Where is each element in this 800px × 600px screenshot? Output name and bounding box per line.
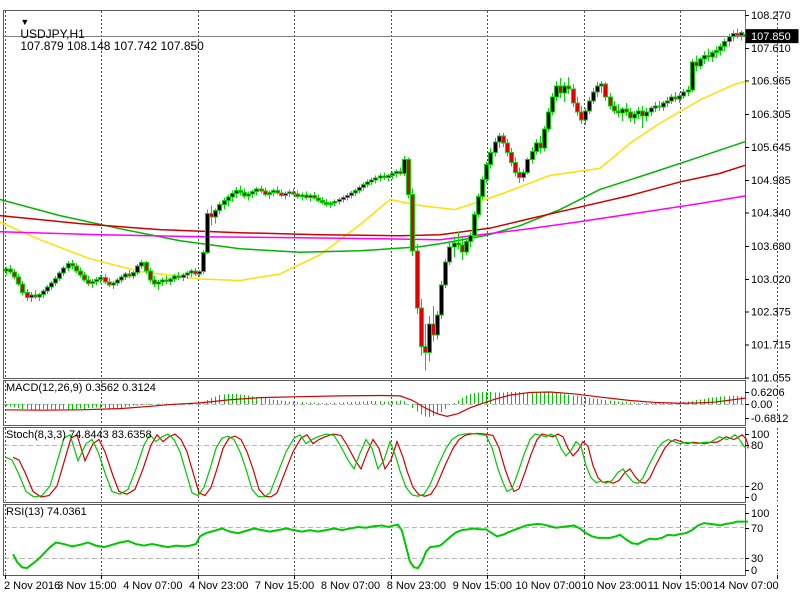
time-axis-label: 2 Nov 2016 [4,580,60,592]
rsi-indicator-label: RSI(13) 74.0361 [6,506,87,518]
vertical-gridlines [5,11,778,574]
indicator-level-lines [4,404,744,559]
time-axis-label: 8 Nov 23:00 [387,580,446,592]
time-axis-label: 4 Nov 23:00 [189,580,248,592]
panel-frames [3,10,746,576]
rsi-axis-label: 70 [751,523,763,535]
stoch-axis-label: 100 [751,429,769,441]
macd-layer [5,391,747,418]
price-axis-label: 104.340 [751,208,791,220]
price-axis-label: 106.965 [751,76,791,88]
stochastic-layer [5,432,749,498]
ma-line-green [0,140,746,254]
symbol-timeframe-label: USDJPY,H1 [20,27,85,41]
time-axis-label: 9 Nov 15:00 [453,580,512,592]
ma-line-magenta [0,195,746,241]
price-axis-label: 104.985 [751,175,791,187]
rsi-axis-label: 0 [751,565,757,577]
time-axis-label: 14 Nov 07:00 [713,580,778,592]
rsi-axis-label: 100 [751,508,769,520]
price-axis: 108.270 107.610 106.965 106.305 105.645 104.9… [745,10,799,577]
stoch-d-line [12,432,749,498]
current-price-tag [745,29,799,44]
rsi-line [12,520,748,570]
time-axis-label: 3 Nov 15:00 [57,580,116,592]
time-axis-label: 10 Nov 07:00 [515,580,580,592]
chart-title: ▼ USDJPY,H1 107.879 108.148 107.742 107.… [7,4,204,64]
time-axis-label: 7 Nov 15:00 [255,580,314,592]
price-axis-label: 103.020 [751,274,791,286]
symbol-dropdown-icon[interactable]: ▼ [20,17,30,27]
price-axis-label: 102.375 [751,306,791,318]
price-axis-label: 101.715 [751,340,791,352]
macd-signal-line [5,391,747,417]
stoch-axis-label: 20 [751,481,763,493]
time-axis-label: 11 Nov 15:00 [648,580,713,592]
macd-axis-label: -0.6812 [751,413,788,425]
svg-text:107.850: 107.850 [751,31,791,43]
stoch-axis-label: 0 [751,492,757,504]
price-axis-label: 106.305 [751,109,791,121]
macd-axis-label: 0.00 [751,399,772,411]
price-axis-label: 101.055 [751,373,791,385]
time-axis-label: 10 Nov 23:00 [581,580,646,592]
ohlc-values: 107.879 108.148 107.742 107.850 [20,39,204,53]
stoch-indicator-label: Stoch(8,3,3) 74.8443 83.6358 [6,429,152,441]
ma-line-red [0,164,746,237]
price-axis-label: 107.610 [751,43,791,55]
price-axis-label: 108.270 [751,10,791,22]
macd-indicator-label: MACD(12,26,9) 0.3562 0.3124 [6,382,156,394]
time-axis-label: 4 Nov 07:00 [123,580,182,592]
stoch-k-line [5,432,747,498]
price-axis-label: 105.645 [751,142,791,154]
macd-axis-label: 0.6206 [751,387,785,399]
stoch-axis-label: 80 [751,440,763,452]
price-axis-label: 103.680 [751,241,791,253]
candlestick-layer [4,21,748,371]
time-axis-label: 8 Nov 07:00 [321,580,380,592]
rsi-axis-label: 30 [751,553,763,565]
